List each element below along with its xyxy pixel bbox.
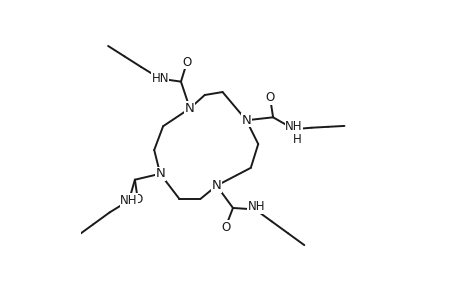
Text: O: O xyxy=(265,92,274,104)
Text: H: H xyxy=(292,133,301,146)
Text: NH: NH xyxy=(285,120,302,133)
Text: HN: HN xyxy=(151,72,168,85)
Text: NH: NH xyxy=(247,200,265,213)
Text: O: O xyxy=(182,56,191,69)
Text: N: N xyxy=(155,167,165,180)
Text: N: N xyxy=(241,114,251,127)
Text: NH: NH xyxy=(120,194,137,207)
Text: N: N xyxy=(185,102,194,115)
Text: O: O xyxy=(220,221,230,234)
Text: N: N xyxy=(211,179,221,192)
Text: O: O xyxy=(133,194,142,206)
